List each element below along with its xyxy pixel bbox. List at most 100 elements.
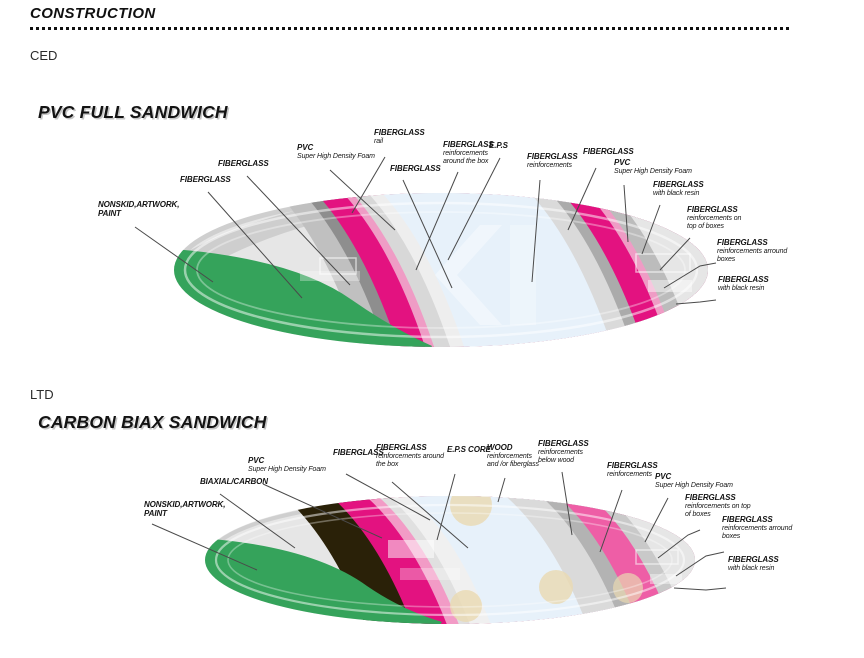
watermark (435, 225, 502, 325)
layer-label-title: PVC (297, 143, 314, 152)
layer-label-sub: reinforcements arround boxes (717, 247, 788, 263)
layer-label-sub: reinforcements around the box (376, 452, 444, 468)
leader-line (663, 262, 717, 289)
fin-box (388, 540, 434, 558)
layer-label: FIBERGLASS reinforcements around the box (443, 140, 494, 166)
leader-line (561, 471, 573, 536)
leader-line (351, 156, 386, 214)
layer-label-title: FIBERGLASS (443, 140, 494, 149)
layer-label-title: FIBERGLASS (527, 152, 578, 161)
leader-line (641, 204, 661, 255)
layer-label-sub: Super High Density Foam (248, 465, 326, 473)
layer-label: FIBERGLASS reinforcements on top of boxes (687, 205, 742, 231)
leader-line (657, 529, 701, 559)
layer-label: FIBERGLASS reinforcements on top of boxes (685, 493, 751, 519)
leader-line (675, 299, 717, 305)
layer-label-title: NONSKID,ARTWORK, PAINT (98, 200, 180, 218)
layer-label-sub: with black resin (728, 564, 775, 572)
layer-label-title: FIBERGLASS (218, 159, 269, 168)
leader-line (675, 551, 725, 577)
leader-line (436, 473, 456, 541)
layer-label-title: FIBERGLASS (180, 175, 231, 184)
leader-line (329, 169, 396, 231)
rim-highlight (214, 503, 686, 617)
layer-label: PVC Super High Density Foam (297, 143, 375, 161)
leader-line (345, 473, 431, 521)
layer-label-sub: with black resin (653, 189, 700, 197)
layer-label: NONSKID,ARTWORK, PAINT (144, 500, 225, 519)
layer-label: NONSKID,ARTWORK, PAINT (98, 200, 180, 219)
layer-label-sub: Super High Density Foam (297, 152, 375, 160)
layer-label: FIBERGLASS rail (374, 128, 425, 146)
layer-label-title: FIBERGLASS (333, 448, 384, 457)
layer-label: FIBERGLASS (390, 164, 441, 174)
section-title-carbon: CARBON BIAX SANDWICH (38, 412, 267, 432)
layer-label: FIBERGLASS (333, 448, 384, 458)
leader-line (207, 191, 303, 299)
fin-box (300, 271, 360, 281)
layer-label-title: FIBERGLASS (376, 443, 427, 452)
watermark (510, 225, 536, 325)
layer-label: PVC Super High Density Foam (614, 158, 692, 176)
layer-label-title: E.P.S (489, 141, 508, 150)
leader-line (659, 237, 691, 271)
fin-box (650, 574, 682, 584)
leader-line (246, 175, 351, 286)
layer-label-sub: reinforcements and /or fiberglass (487, 452, 539, 468)
leader-lines (151, 471, 727, 591)
layer-label-title: PVC (614, 158, 631, 167)
leader-line (447, 157, 501, 261)
layer-label: FIBERGLASS (218, 159, 269, 169)
layer-label: FIBERGLASS reinforcements arround boxes (717, 238, 788, 264)
layer-label-title: WOOD (487, 443, 513, 452)
layer-label: PVC Super High Density Foam (655, 472, 733, 490)
layer-label-sub: Super High Density Foam (614, 167, 692, 175)
leader-line (151, 523, 258, 571)
layer-label-title: FIBERGLASS (583, 147, 634, 156)
leader-line (391, 481, 469, 549)
layer-label-title: FIBERGLASS (722, 515, 773, 524)
layer-label: FIBERGLASS (583, 147, 634, 157)
layer-label-sub: Super High Density Foam (655, 481, 733, 489)
layer-label: FIBERGLASS (180, 175, 231, 185)
leader-line (402, 179, 453, 289)
section-title-pvc: PVC FULL SANDWICH (38, 102, 228, 122)
layer-label: FIBERGLASS with black resin (653, 180, 704, 198)
leader-line (219, 493, 296, 549)
leader-line (531, 179, 541, 283)
layer-label: FIBERGLASS reinforcements around the box (376, 443, 444, 469)
layer-label-title: FIBERGLASS (717, 238, 768, 247)
layer-label-sub: reinforcements below wood (538, 448, 583, 464)
section-code-ltd: LTD (30, 387, 54, 402)
layer-label: FIBERGLASS reinforcements (607, 461, 658, 479)
layer-label-title: E.P.S CORE (447, 445, 491, 454)
layer-label-sub: rail (374, 137, 383, 145)
layer-label-title: FIBERGLASS (687, 205, 738, 214)
section-code-ced: CED (30, 48, 58, 63)
fin-box (635, 549, 679, 565)
layer-label-sub: reinforcements on top of boxes (687, 214, 742, 230)
layer-label-sub: reinforcements arround boxes (722, 524, 793, 540)
layer-label-title: FIBERGLASS (374, 128, 425, 137)
dotted-rule (30, 27, 790, 30)
layer-label: FIBERGLASS reinforcements (527, 152, 578, 170)
layer-label-sub: with black resin (718, 284, 765, 292)
leader-line (673, 587, 727, 591)
layer-label-title: FIBERGLASS (538, 439, 589, 448)
rim-highlight (227, 512, 673, 608)
pvc-sandwich-diagram (134, 156, 717, 347)
layer-label-sub: reinforcements (527, 161, 572, 169)
fin-box (648, 280, 692, 292)
leader-line (567, 167, 597, 231)
layer-label: FIBERGLASS with black resin (718, 275, 769, 293)
fin-box (400, 568, 460, 580)
layer-label-title: PVC (248, 456, 265, 465)
layer-label-title: FIBERGLASS (718, 275, 769, 284)
layer-label: FIBERGLASS reinforcements below wood (538, 439, 589, 465)
layer-label-title: FIBERGLASS (685, 493, 736, 502)
leader-lines (134, 156, 717, 305)
layer-label-title: FIBERGLASS (390, 164, 441, 173)
layer-label-title: FIBERGLASS (607, 461, 658, 470)
leader-line (599, 489, 623, 553)
layer-label-sub: reinforcements (607, 470, 652, 478)
